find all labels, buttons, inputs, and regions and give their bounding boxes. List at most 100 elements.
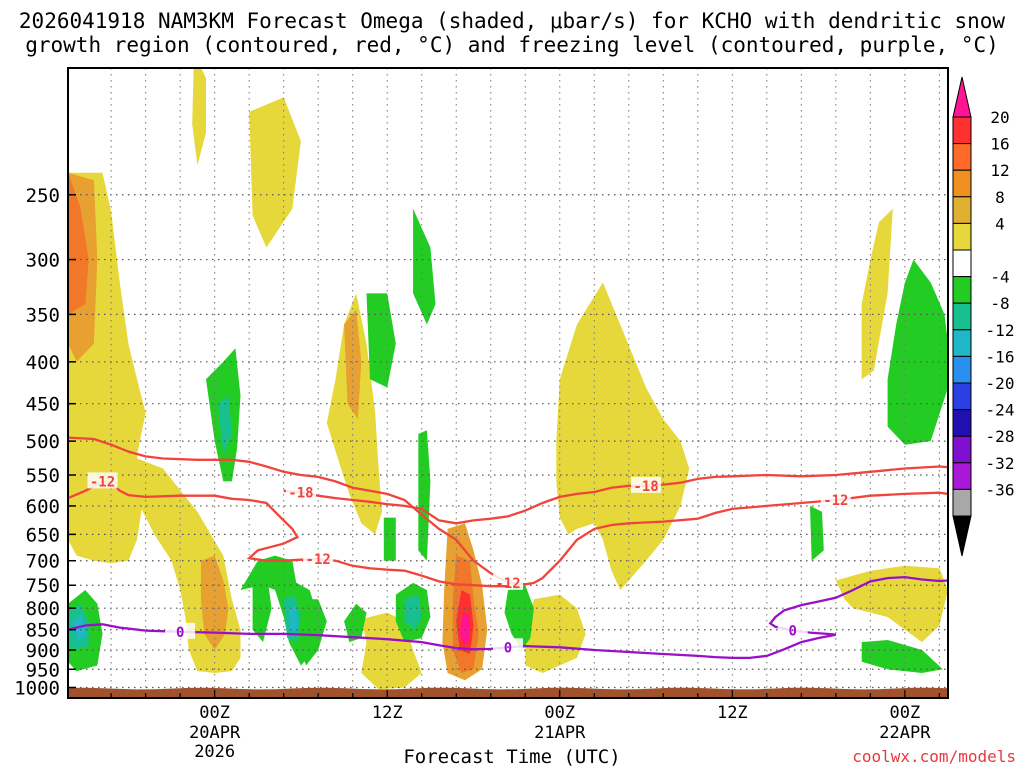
omega-region-30 (366, 293, 396, 388)
colorbar-swatch (952, 382, 972, 411)
y-axis-ticks: 2503003504004505005506006507007508008509… (14, 185, 76, 699)
y-tick-label: 950 (26, 659, 60, 681)
x-tick-label: 00Z (544, 703, 575, 723)
x-tick-sublabel: 20APR (189, 723, 241, 743)
omega-region-25 (887, 259, 948, 445)
colorbar-label: -16 (986, 347, 1015, 366)
y-tick-label: 400 (26, 352, 60, 374)
chart-title-line-2: growth region (contoured, red, °C) and f… (25, 33, 999, 57)
omega-region-23 (344, 603, 367, 643)
x-tick-sublabel: 2026 (194, 742, 235, 762)
y-tick-label: 500 (26, 431, 60, 453)
x-tick-label: 00Z (199, 703, 230, 723)
plot-frame (67, 67, 949, 699)
omega-region-36 (404, 594, 422, 630)
y-tick-label: 350 (26, 304, 60, 326)
colorbar-swatch (952, 355, 972, 384)
contour-label-bg (631, 476, 662, 493)
omega-region-32 (383, 517, 396, 561)
y-tick-label: 750 (26, 575, 60, 597)
colorbar-swatch (952, 143, 972, 171)
x-axis-title: Forecast Time (UTC) (403, 746, 621, 768)
y-tick-label: 600 (26, 496, 60, 518)
contour-label: 0 (788, 624, 796, 640)
contour-label: -12 (306, 552, 331, 568)
y-tick-label: 850 (26, 620, 60, 642)
contour-label: 0 (176, 625, 184, 641)
x-tick-label: 00Z (890, 703, 921, 723)
colorbar-swatch (952, 462, 972, 490)
x-tick-label: 12Z (717, 703, 748, 723)
colorbar-swatch (952, 329, 972, 357)
x-tick-sublabel: 21APR (534, 723, 586, 743)
colorbar-swatch (952, 409, 972, 437)
contour-label: -12 (495, 576, 520, 592)
contour-label: -12 (823, 493, 848, 509)
colorbar-label: -12 (986, 321, 1015, 340)
colorbar-swatch (952, 302, 972, 331)
omega-region-37 (218, 395, 232, 456)
omega-region-7 (861, 208, 893, 380)
colorbar-label: -28 (986, 427, 1015, 446)
colorbar-label: -4 (990, 268, 1009, 287)
contour-label-bg (87, 472, 118, 489)
contour-label: -12 (90, 474, 115, 490)
y-tick-label: 900 (26, 640, 60, 662)
contour-label-bg (493, 638, 523, 655)
omega-region-39 (288, 606, 298, 632)
colorbar-swatch (952, 435, 972, 464)
omega-region-3 (556, 282, 690, 590)
colorbar-label: 8 (995, 188, 1005, 207)
ground-fill (68, 687, 948, 698)
y-tick-label: 700 (26, 551, 60, 573)
colorbar-label: 16 (990, 135, 1009, 154)
contour-label: -18 (633, 479, 658, 495)
y-tick-label: 800 (26, 598, 60, 620)
ground-surface (68, 687, 948, 698)
y-tick-label: 650 (26, 524, 60, 546)
freezing-contour-0 (68, 575, 948, 660)
omega-region-28 (252, 570, 272, 643)
omega-region-33 (810, 505, 824, 561)
chart-title-line-1: 2026041918 NAM3KM Forecast Omega (shaded… (18, 9, 1006, 33)
contour-lines: -12 -12 -12 -12 -18 -18 0 0 0 (68, 436, 948, 660)
colorbar-label: -24 (986, 401, 1015, 420)
contour-label-bg (303, 550, 334, 567)
colorbar-arrow-bottom (952, 515, 972, 557)
colorbar-swatch (952, 276, 972, 304)
y-tick-label: 300 (26, 250, 60, 272)
x-tick-label: 12Z (372, 703, 403, 723)
omega-region-27 (413, 208, 436, 325)
x-tick-sublabel: 22APR (879, 723, 931, 743)
omega-region-29 (297, 599, 327, 666)
colorbar-label: -8 (990, 294, 1009, 313)
omega-region-26 (861, 640, 943, 673)
y-tick-label: 250 (26, 185, 60, 207)
colorbar-swatch (952, 116, 972, 145)
omega-region-31 (418, 430, 431, 561)
omega-region-38 (73, 614, 86, 643)
colorbar-label: 20 (990, 108, 1009, 127)
contour-label-bg (777, 621, 808, 638)
y-tick-label: 1000 (14, 677, 60, 699)
omega-region-4 (249, 97, 301, 248)
colorbar-label: -32 (986, 454, 1015, 473)
colorbar-arrow-top (952, 76, 972, 118)
colorbar-label: 4 (995, 214, 1005, 233)
dgz-contour-2 (283, 465, 948, 525)
omega-shading (68, 68, 948, 690)
contour-label-bg (285, 483, 316, 500)
contour-label: -18 (288, 486, 313, 502)
contour-label-bg (820, 490, 851, 507)
omega-region-5 (192, 68, 206, 166)
colorbar: 20 16 12 8 4 -4 -8 -12 -16 -20 -24 -28 -32 -36 (952, 76, 1015, 557)
credit-text: coolwx.com/models (852, 747, 1016, 766)
omega-region-9 (525, 594, 586, 673)
dgz-contour-1 (68, 480, 508, 588)
dgz-contour-0 (68, 436, 948, 586)
contour-label: 0 (504, 640, 512, 656)
colorbar-swatch (952, 169, 972, 198)
y-tick-label: 450 (26, 394, 60, 416)
